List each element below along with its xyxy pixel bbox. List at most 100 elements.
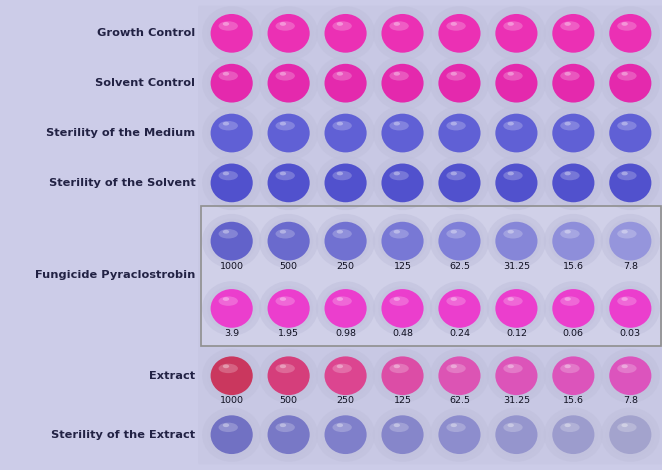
Ellipse shape xyxy=(446,171,466,180)
Ellipse shape xyxy=(451,423,457,427)
Ellipse shape xyxy=(600,281,660,336)
Ellipse shape xyxy=(606,110,655,156)
Ellipse shape xyxy=(606,286,655,331)
Text: 1.95: 1.95 xyxy=(278,329,299,338)
Ellipse shape xyxy=(275,229,295,238)
Ellipse shape xyxy=(435,110,484,156)
Text: 7.8: 7.8 xyxy=(623,261,638,271)
Ellipse shape xyxy=(207,61,256,106)
Ellipse shape xyxy=(321,61,370,106)
Text: 0.06: 0.06 xyxy=(563,329,584,338)
Text: 0.98: 0.98 xyxy=(335,329,356,338)
Ellipse shape xyxy=(389,423,408,432)
Ellipse shape xyxy=(381,164,424,202)
Ellipse shape xyxy=(617,297,637,306)
Ellipse shape xyxy=(508,72,514,76)
Ellipse shape xyxy=(316,56,375,110)
Ellipse shape xyxy=(202,349,261,403)
Ellipse shape xyxy=(495,64,538,102)
Ellipse shape xyxy=(223,364,229,368)
Text: 0.12: 0.12 xyxy=(506,329,527,338)
Ellipse shape xyxy=(332,121,352,131)
Ellipse shape xyxy=(218,423,238,432)
Ellipse shape xyxy=(549,61,598,106)
Ellipse shape xyxy=(207,110,256,156)
Ellipse shape xyxy=(223,423,229,427)
Ellipse shape xyxy=(622,230,628,234)
Text: 0.48: 0.48 xyxy=(392,329,413,338)
Ellipse shape xyxy=(430,349,489,403)
Ellipse shape xyxy=(332,297,352,306)
Ellipse shape xyxy=(609,164,651,202)
Ellipse shape xyxy=(560,364,580,373)
Ellipse shape xyxy=(373,407,432,462)
Ellipse shape xyxy=(332,364,352,373)
Ellipse shape xyxy=(565,297,571,301)
Ellipse shape xyxy=(389,364,408,373)
Ellipse shape xyxy=(508,230,514,234)
Ellipse shape xyxy=(438,289,481,328)
Ellipse shape xyxy=(207,353,256,398)
Ellipse shape xyxy=(492,61,541,106)
Ellipse shape xyxy=(495,164,538,202)
Ellipse shape xyxy=(211,164,253,202)
Ellipse shape xyxy=(389,21,408,31)
Ellipse shape xyxy=(211,222,253,260)
Ellipse shape xyxy=(492,11,541,56)
Ellipse shape xyxy=(622,22,628,26)
Ellipse shape xyxy=(549,11,598,56)
Ellipse shape xyxy=(565,230,571,234)
Ellipse shape xyxy=(622,172,628,175)
Ellipse shape xyxy=(492,110,541,156)
Ellipse shape xyxy=(275,121,295,131)
Ellipse shape xyxy=(617,21,637,31)
Ellipse shape xyxy=(606,353,655,398)
Ellipse shape xyxy=(316,407,375,462)
Ellipse shape xyxy=(316,214,375,268)
Ellipse shape xyxy=(609,222,651,260)
Ellipse shape xyxy=(552,114,594,152)
Ellipse shape xyxy=(438,14,481,53)
Ellipse shape xyxy=(218,71,238,80)
Ellipse shape xyxy=(446,21,466,31)
Text: 500: 500 xyxy=(279,261,298,271)
Ellipse shape xyxy=(264,412,313,457)
Ellipse shape xyxy=(552,289,594,328)
Ellipse shape xyxy=(565,423,571,427)
Text: Sterility of the Solvent: Sterility of the Solvent xyxy=(49,178,195,188)
Text: 0.24: 0.24 xyxy=(449,329,470,338)
Ellipse shape xyxy=(337,172,343,175)
Ellipse shape xyxy=(211,415,253,454)
Ellipse shape xyxy=(337,297,343,301)
Ellipse shape xyxy=(438,164,481,202)
Ellipse shape xyxy=(549,353,598,398)
Text: 1000: 1000 xyxy=(220,261,244,271)
Ellipse shape xyxy=(275,21,295,31)
Ellipse shape xyxy=(446,297,466,306)
Ellipse shape xyxy=(609,415,651,454)
Ellipse shape xyxy=(202,106,261,160)
Ellipse shape xyxy=(508,122,514,125)
Ellipse shape xyxy=(451,172,457,175)
Ellipse shape xyxy=(560,121,580,131)
Ellipse shape xyxy=(332,21,352,31)
Ellipse shape xyxy=(378,219,427,264)
Ellipse shape xyxy=(609,14,651,53)
Ellipse shape xyxy=(316,156,375,210)
Ellipse shape xyxy=(207,160,256,205)
Text: 62.5: 62.5 xyxy=(449,261,470,271)
Bar xyxy=(201,206,661,346)
Ellipse shape xyxy=(565,22,571,26)
Ellipse shape xyxy=(495,356,538,395)
Text: 3.9: 3.9 xyxy=(224,329,239,338)
Ellipse shape xyxy=(617,229,637,238)
Ellipse shape xyxy=(218,171,238,180)
Ellipse shape xyxy=(487,106,546,160)
Ellipse shape xyxy=(544,214,603,268)
Ellipse shape xyxy=(264,219,313,264)
Text: 15.6: 15.6 xyxy=(563,261,584,271)
Ellipse shape xyxy=(321,110,370,156)
Ellipse shape xyxy=(264,11,313,56)
Text: 500: 500 xyxy=(279,396,298,405)
Ellipse shape xyxy=(552,14,594,53)
